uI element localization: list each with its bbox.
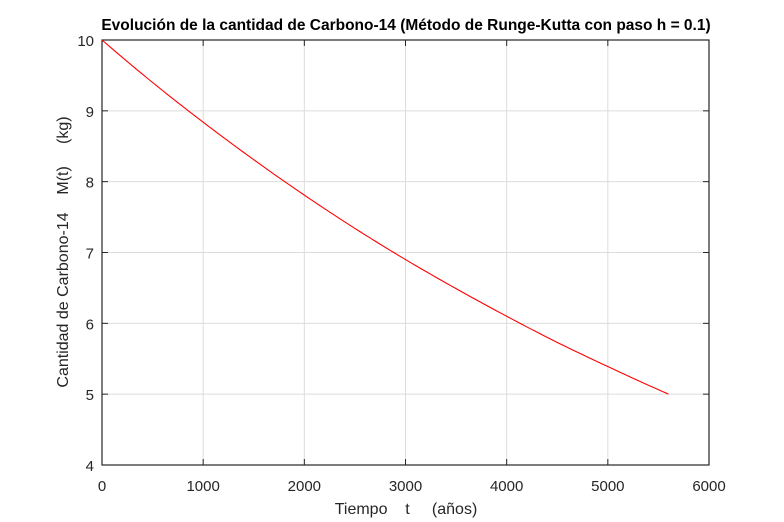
x-tick-label: 6000 — [692, 478, 725, 495]
y-tick-label: 8 — [86, 175, 94, 192]
data-line-mt — [101, 39, 669, 395]
chart-title: Evolución de la cantidad de Carbono-14 (… — [101, 17, 710, 34]
grid-lines — [102, 40, 709, 465]
x-tick-labels: 0 1000 2000 3000 4000 5000 6000 — [98, 478, 726, 495]
y-axis-label: Cantidad de Carbono-14 M(t) (kg) — [55, 116, 72, 387]
y-tick-label: 7 — [86, 246, 94, 263]
x-tick-label: 1000 — [186, 478, 219, 495]
y-tick-label: 6 — [86, 316, 94, 333]
y-tick-labels: 4 5 6 7 8 9 10 — [77, 33, 94, 475]
axis-ticks — [101, 39, 710, 466]
y-tick-label: 5 — [86, 387, 94, 404]
x-axis-label: Tiempo t (años) — [335, 501, 478, 518]
x-tick-label: 0 — [98, 478, 106, 495]
y-tick-label: 9 — [86, 104, 94, 121]
x-tick-label: 5000 — [591, 478, 624, 495]
x-tick-label: 3000 — [389, 478, 422, 495]
y-tick-label: 10 — [77, 33, 94, 50]
x-tick-label: 4000 — [490, 478, 523, 495]
y-tick-label: 4 — [86, 458, 94, 475]
x-tick-label: 2000 — [288, 478, 321, 495]
